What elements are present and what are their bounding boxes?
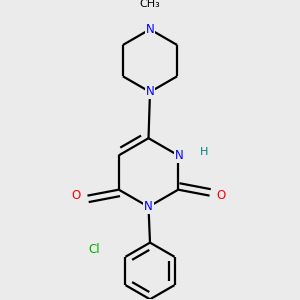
Text: N: N [175,149,184,162]
Text: N: N [144,200,153,213]
Text: CH₃: CH₃ [140,0,160,9]
Text: O: O [216,189,226,202]
Text: N: N [146,85,154,98]
Text: H: H [200,147,208,158]
Text: Cl: Cl [88,243,100,256]
Text: O: O [71,189,81,202]
Text: N: N [146,23,154,36]
